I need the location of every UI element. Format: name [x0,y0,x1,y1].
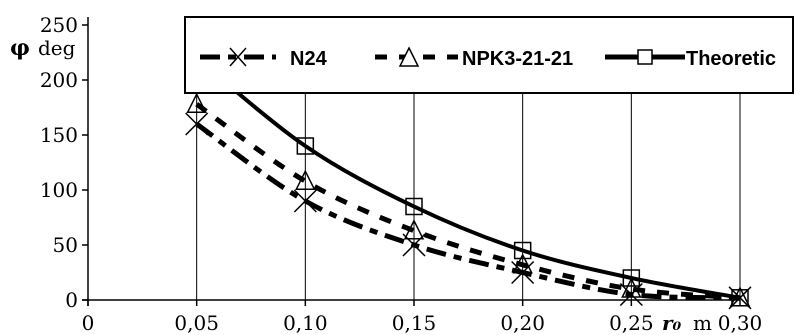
y-tick-label: 200 [40,68,78,92]
legend-label-n24: N24 [290,48,328,70]
marker-x [402,233,426,257]
series-2 [187,49,749,307]
y-tick-label: 250 [40,13,78,37]
legend-marker-x [229,47,247,67]
legend-entry-n24: N24 [200,47,328,70]
y-axis-unit: deg [38,36,76,60]
marker-square [513,241,532,260]
legend-label-npk: NPK3-21-21 [462,48,573,70]
series-0 [185,112,752,310]
y-axis-symbol: φ [10,35,30,61]
x-axis-unit: m [693,311,712,335]
legend: N24 NPK3-21-21 Theoretic [184,16,794,94]
x-tick-label: 0,05 [174,311,219,335]
legend-entry-theoretic: Theoretic [605,48,776,70]
axes [82,17,740,306]
legend-entry-npk: NPK3-21-21 [375,46,573,70]
legend-marker-triangle [398,46,420,67]
y-tick-labels: 0 50 100 150 200 250 [40,13,88,312]
x-axis-symbol: r₀ [662,311,682,335]
legend-label-theoretic: Theoretic [686,48,776,70]
marker-square [296,137,315,155]
x-tick-label: 0,10 [283,311,328,335]
marker-triangle [403,219,425,240]
marker-triangle [295,169,316,190]
marker-triangle [512,253,533,274]
x-tick-label: 0,20 [500,311,545,335]
marker-square [622,269,641,287]
x-tick-labels: 0 0,05 0,10 0,15 0,20 0,25 0,30 [82,300,763,335]
x-tick-label: 0,30 [718,311,763,335]
x-tick-label: 0,25 [609,311,654,335]
y-tick-label: 0 [65,288,78,312]
marker-square [405,197,423,216]
marker-x [619,282,643,307]
marker-x [185,112,209,136]
marker-square [731,289,749,307]
y-tick-label: 50 [53,233,78,257]
y-tick-label: 150 [40,123,78,147]
y-tick-label: 100 [40,178,78,202]
legend-marker-square [637,49,653,65]
series-1 [186,92,751,307]
series-line [195,121,741,301]
series-line [195,102,741,301]
x-tick-label: 0,15 [392,311,437,335]
marker-triangle [621,277,642,298]
legend-box [184,16,794,94]
plot-series [185,49,752,310]
x-tick-label: 0 [82,311,95,335]
marker-triangle [186,92,207,113]
marker-x [293,189,317,213]
